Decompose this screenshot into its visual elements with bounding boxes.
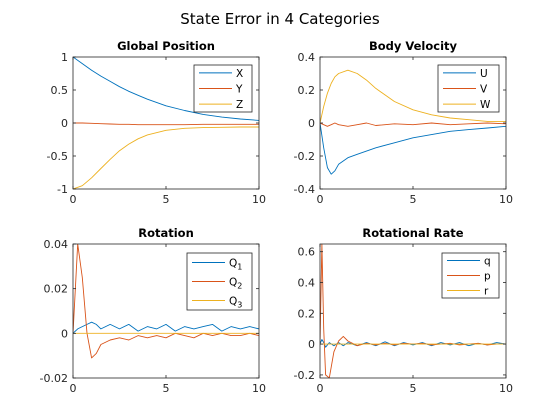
- y-tick-label: 0: [308, 338, 315, 351]
- legend-label-subscript: 1: [237, 263, 242, 272]
- chart-1: Global Position 0 5 10 1 0.5 0 -0.5 -1 XYZ: [47, 39, 266, 206]
- series-line-u: [320, 122, 506, 175]
- chart-2: Body Velocity 0 5 10 0.4 0.2 0 -0.2 -0.4 UVW: [294, 39, 513, 206]
- legend-label-subscript: 2: [237, 282, 242, 291]
- legend-label: Z: [236, 99, 243, 111]
- legend-label-text: X: [236, 68, 243, 80]
- y-tick-label: -1: [57, 183, 68, 196]
- legend-label: Q1: [229, 258, 242, 272]
- legend: XYZ: [193, 64, 253, 113]
- legend-label-text: p: [484, 271, 491, 283]
- legend-label-text: r: [484, 286, 489, 298]
- legend-label: X: [236, 68, 243, 80]
- x-tick-label: 0: [317, 382, 324, 395]
- legend-label-text: V: [480, 84, 488, 96]
- chart-title: Rotational Rate: [362, 226, 463, 240]
- legend-label: Q3: [229, 296, 242, 310]
- series-line-z: [73, 126, 259, 189]
- legend-label: p: [484, 271, 491, 283]
- legend-label: Q2: [229, 277, 242, 291]
- legend-label: Y: [235, 84, 243, 96]
- y-tick-label: 0.2: [298, 84, 316, 97]
- legend-label: r: [484, 286, 489, 298]
- x-tick-label: 5: [163, 382, 170, 395]
- legend: UVW: [437, 64, 500, 113]
- series-line-y: [73, 122, 259, 126]
- y-tick-label: -0.2: [294, 369, 315, 382]
- x-tick-label: 0: [70, 382, 77, 395]
- y-tick-label: 1: [61, 51, 68, 64]
- x-tick-label: 0: [317, 193, 324, 206]
- y-tick-label: -0.5: [47, 150, 68, 163]
- y-tick-label: 0.4: [298, 277, 316, 290]
- legend-label-subscript: 3: [237, 301, 242, 310]
- legend-label-text: U: [480, 68, 488, 80]
- figure-title: State Error in 4 Categories: [180, 10, 380, 28]
- series-line-q1: [73, 321, 259, 334]
- legend-label-text: Q: [229, 277, 237, 289]
- legend-label: W: [480, 99, 491, 111]
- y-tick-label: 0.4: [298, 51, 316, 64]
- legend-label-text: Q: [229, 258, 237, 270]
- legend-label-text: W: [480, 99, 491, 111]
- legend-label-text: Y: [235, 84, 243, 96]
- legend-label: V: [480, 84, 488, 96]
- series-line-x: [73, 57, 259, 121]
- chart-title: Body Velocity: [369, 39, 458, 53]
- x-tick-label: 5: [410, 382, 417, 395]
- x-tick-label: 10: [499, 382, 513, 395]
- x-tick-label: 0: [70, 193, 77, 206]
- x-tick-label: 10: [499, 193, 513, 206]
- x-tick-label: 10: [252, 382, 266, 395]
- y-tick-label: -0.4: [294, 183, 315, 196]
- legend-label: q: [484, 256, 491, 268]
- series-line-w: [320, 69, 506, 124]
- x-tick-label: 5: [410, 193, 417, 206]
- series-line-v: [320, 122, 506, 127]
- y-tick-label: 0: [61, 327, 68, 340]
- y-tick-label: 0.02: [44, 283, 69, 296]
- y-tick-label: 0.6: [298, 246, 316, 259]
- y-tick-label: 0.2: [298, 307, 316, 320]
- x-tick-label: 10: [252, 193, 266, 206]
- chart-title: Rotation: [138, 226, 194, 240]
- y-tick-label: 0.04: [44, 238, 69, 251]
- legend: qpr: [441, 252, 500, 299]
- y-tick-label: 0: [61, 117, 68, 130]
- legend-label-text: Q: [229, 296, 237, 308]
- legend-label-text: Z: [236, 99, 243, 111]
- y-tick-label: -0.02: [40, 372, 68, 385]
- y-tick-label: 0.5: [51, 84, 69, 97]
- x-tick-label: 5: [163, 193, 170, 206]
- chart-title: Global Position: [117, 39, 215, 53]
- legend-label-text: q: [484, 256, 491, 268]
- legend-label: U: [480, 68, 488, 80]
- y-tick-label: -0.2: [294, 150, 315, 163]
- y-tick-label: 0: [308, 117, 315, 130]
